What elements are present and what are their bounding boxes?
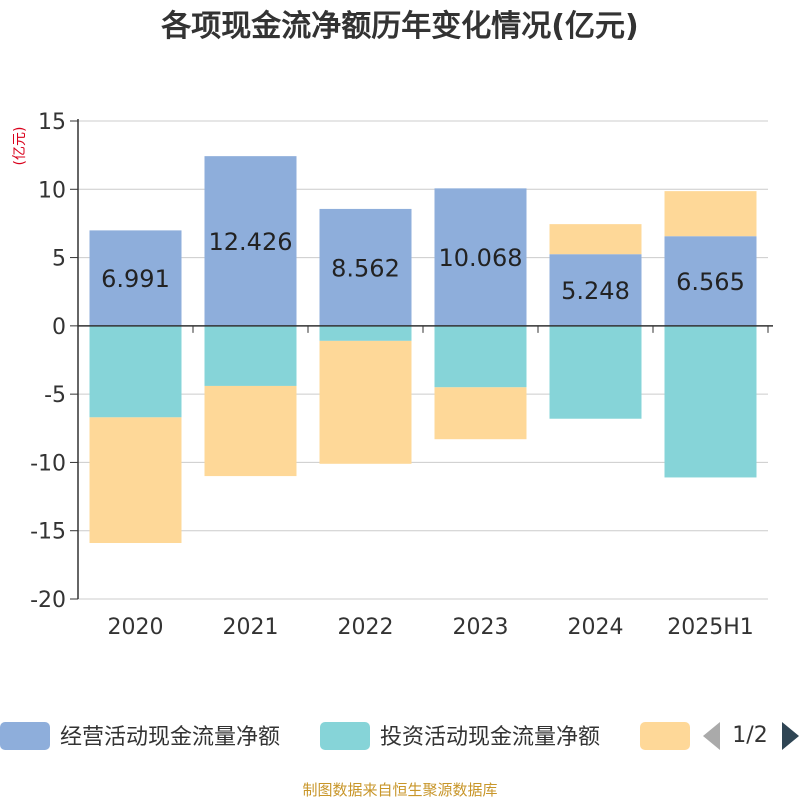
bar-segment-s2-2024[interactable]	[549, 224, 642, 255]
chart-title: 各项现金流净额历年变化情况(亿元)	[160, 9, 638, 44]
data-label: 8.562	[331, 254, 400, 282]
legend-swatch	[0, 722, 50, 750]
data-label: 10.068	[439, 244, 523, 272]
bar-segment-s1-2023[interactable]	[434, 325, 527, 388]
bar-segment-s0-2024[interactable]	[549, 254, 642, 326]
bar-segment-s2-2025H1[interactable]	[664, 191, 757, 237]
data-label: 5.248	[561, 277, 630, 305]
y-tick-label: -15	[30, 520, 66, 545]
data-label: 6.565	[676, 268, 745, 296]
bar-segment-s2-2022[interactable]	[319, 340, 412, 464]
x-tick-label: 2024	[568, 615, 624, 640]
bar-segment-s0-2022[interactable]	[319, 208, 412, 326]
bar-segment-s2-2021[interactable]	[204, 385, 297, 477]
bar-segment-s0-2021[interactable]	[204, 156, 297, 326]
bar-segment-s1-2022[interactable]	[319, 325, 412, 341]
bar-segment-s0-2025H1[interactable]	[664, 236, 757, 326]
y-tick-label: 10	[38, 178, 66, 203]
bar-segment-s1-2020[interactable]	[89, 325, 182, 418]
legend-page-indicator: 1/2	[732, 723, 767, 748]
y-tick-label: 15	[38, 110, 66, 135]
x-tick-label: 2025H1	[667, 615, 754, 640]
bar-segment-s1-2025H1[interactable]	[664, 325, 757, 478]
legend-item[interactable]: 经营活动现金流量净额	[0, 722, 280, 750]
bar-segment-s0-2023[interactable]	[434, 188, 527, 326]
y-tick-label: -10	[30, 451, 66, 476]
bar-segment-s0-2020[interactable]	[89, 230, 182, 326]
legend-item[interactable]: 投资活动现金流量净额	[320, 722, 600, 750]
x-tick-label: 2021	[223, 615, 279, 640]
legend-next-page-icon[interactable]	[782, 722, 799, 750]
y-tick-label: -20	[30, 588, 66, 613]
legend-label: 经营活动现金流量净额	[60, 725, 280, 750]
bar-segment-s1-2024[interactable]	[549, 325, 642, 419]
bar-segment-s1-2021[interactable]	[204, 325, 297, 386]
legend-prev-page-icon[interactable]	[703, 722, 720, 750]
data-label: 6.991	[101, 265, 170, 293]
bar-segment-s2-2023[interactable]	[434, 387, 527, 440]
x-tick-label: 2023	[453, 615, 509, 640]
x-tick-label: 2020	[108, 615, 164, 640]
legend-label: 投资活动现金流量净额	[380, 725, 600, 750]
y-tick-label: -5	[44, 383, 66, 408]
y-tick-label: 5	[52, 247, 66, 272]
data-source-footer: 制图数据来自恒生聚源数据库	[302, 781, 497, 799]
y-tick-label: 0	[52, 315, 66, 340]
data-label: 12.426	[209, 228, 293, 256]
x-tick-label: 2022	[338, 615, 394, 640]
legend-item[interactable]	[640, 722, 690, 750]
legend-swatch	[640, 722, 690, 750]
bar-segment-s2-2020[interactable]	[89, 417, 182, 544]
y-axis-unit-label: (亿元)	[12, 127, 28, 166]
legend-swatch	[320, 722, 370, 750]
